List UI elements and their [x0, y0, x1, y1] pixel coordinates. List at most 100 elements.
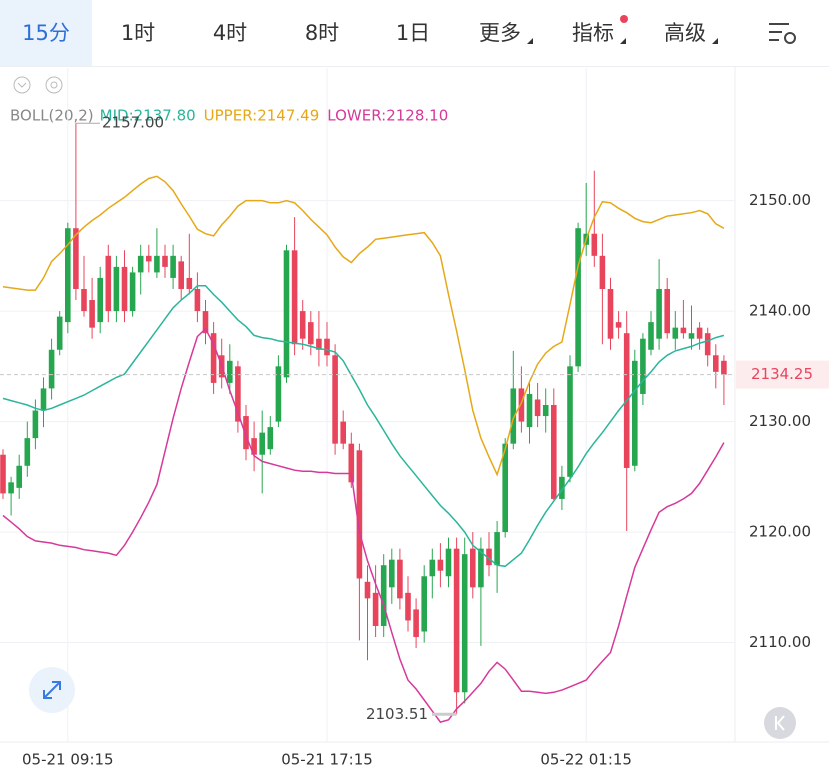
- candle-body: [243, 416, 249, 450]
- legend-entry: LOWER:2128.10: [327, 107, 448, 125]
- candle-body: [105, 255, 112, 312]
- candle-body: [178, 261, 184, 289]
- band-line: [2, 327, 725, 723]
- dropdown-arrow: [620, 38, 626, 44]
- candle-body: [591, 233, 598, 256]
- candle-body: [510, 388, 517, 444]
- indicator-label: BOLL(20,2): [10, 107, 94, 125]
- candle-body: [202, 311, 209, 334]
- candle-body: [704, 333, 711, 356]
- candle-body: [210, 333, 217, 383]
- candle-body: [372, 592, 379, 626]
- dropdown-arrow: [527, 38, 533, 44]
- candle-body: [380, 565, 387, 626]
- candle-body: [146, 255, 152, 262]
- candle-body: [129, 272, 136, 312]
- candle-body: [32, 410, 39, 439]
- candle-body: [405, 592, 411, 621]
- candle-body: [429, 559, 436, 577]
- candle-body: [299, 311, 306, 339]
- candle-body: [478, 548, 484, 588]
- candle-body: [567, 366, 573, 477]
- settings-icon-core: [50, 81, 58, 89]
- badge-dot: [620, 15, 628, 23]
- candle-body: [89, 300, 95, 328]
- tab[interactable]: 8时: [304, 21, 340, 45]
- candle-body: [389, 559, 395, 588]
- candle-body: [24, 438, 31, 466]
- y-tick-label: 2130.00: [749, 412, 811, 430]
- candle-body: [227, 360, 233, 383]
- y-tick-label: 2110.00: [749, 633, 811, 651]
- scroll-latest-icon: [775, 715, 785, 731]
- candle-body: [437, 559, 444, 571]
- candle-body: [648, 322, 654, 350]
- tab[interactable]: 4时: [212, 21, 248, 45]
- candle-body: [559, 476, 565, 499]
- candle-body: [186, 277, 193, 289]
- x-tick-label: 05-22 01:15: [540, 751, 632, 769]
- dropdown-arrow: [712, 38, 718, 44]
- candle-body: [40, 388, 47, 411]
- candle-body: [502, 443, 508, 533]
- x-tick-label: 05-21 17:15: [281, 751, 373, 769]
- tab[interactable]: 1时: [120, 21, 156, 45]
- candle-body: [8, 482, 14, 494]
- y-tick-label: 2140.00: [749, 302, 811, 320]
- candle-body: [470, 548, 476, 588]
- candle-body: [73, 228, 79, 289]
- candle-body: [251, 438, 257, 455]
- expand-icon: [43, 681, 61, 699]
- candle-body: [65, 228, 71, 323]
- scroll-latest-button[interactable]: [764, 707, 796, 739]
- candle-body: [291, 250, 298, 345]
- candle-body: [81, 288, 87, 312]
- tab[interactable]: 高级: [664, 21, 706, 45]
- candle-body: [154, 255, 160, 273]
- candle-body: [445, 548, 452, 577]
- candle-body: [664, 288, 670, 334]
- candle-body: [275, 366, 282, 422]
- candle-body: [680, 327, 687, 334]
- tab[interactable]: 更多: [479, 21, 521, 45]
- x-tick-label: 05-21 09:15: [22, 751, 114, 769]
- candle-body: [461, 554, 468, 693]
- candle-body: [340, 421, 346, 444]
- candle-body: [696, 327, 703, 339]
- candle-body: [348, 443, 355, 483]
- y-tick-label: 2150.00: [749, 191, 811, 209]
- settings-icon[interactable]: [45, 76, 63, 94]
- high-marker-label: 2157.00: [102, 114, 164, 132]
- candle-body: [283, 250, 290, 378]
- candle-body: [16, 465, 22, 488]
- candle-body: [356, 450, 363, 579]
- candle-body: [259, 432, 265, 455]
- candle-body: [397, 559, 403, 599]
- candle-body: [526, 393, 533, 428]
- candle-body: [194, 288, 201, 312]
- candle-body: [48, 349, 55, 389]
- collapse-icon[interactable]: [13, 76, 31, 94]
- candle-body: [308, 322, 314, 345]
- candle-body: [267, 427, 274, 450]
- candle-body: [316, 338, 322, 350]
- candle-body: [632, 360, 638, 466]
- low-marker-label: 2103.51: [366, 705, 428, 723]
- candle-body: [688, 333, 695, 339]
- timeframe-bar: 15分 1时 4时 8时 1日 更多 指标 高级: [0, 0, 829, 67]
- candle-body: [137, 255, 144, 273]
- candle-body: [332, 355, 338, 444]
- candle-body: [607, 288, 614, 339]
- tab[interactable]: 指标: [572, 21, 614, 45]
- tab[interactable]: 1日: [395, 21, 431, 45]
- candle-body: [672, 327, 679, 339]
- candle-body: [494, 532, 500, 566]
- candle-body: [421, 576, 427, 632]
- candle-body: [599, 255, 606, 289]
- candle-body: [518, 388, 525, 422]
- candle-body: [0, 454, 6, 494]
- tab[interactable]: 15分: [0, 0, 92, 66]
- candle-body: [551, 405, 557, 499]
- candle-body: [121, 266, 128, 312]
- last-price-box: [736, 360, 829, 389]
